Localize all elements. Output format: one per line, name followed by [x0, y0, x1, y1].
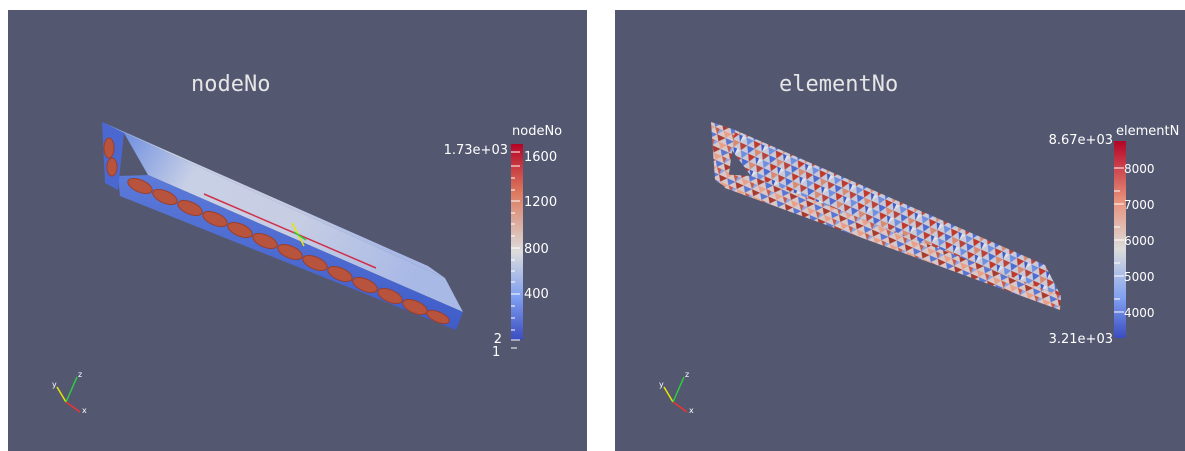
- colorbar-title: nodeNo: [512, 124, 563, 139]
- colorbar-tick-label: 1600: [524, 150, 558, 165]
- colorbar-range-max: 8.67e+03: [1048, 133, 1113, 148]
- mesh-top-face: [102, 122, 445, 278]
- render-view-elementno[interactable]: elementNo elementN 8.67e+03 8000 7000 60…: [615, 10, 1185, 451]
- mesh-visualization-elementno: [663, 122, 1061, 413]
- colorbar-tick-label: 7000: [1124, 198, 1155, 212]
- axis-label-y: y: [52, 380, 57, 389]
- colorbar-range-min: 3.21e+03: [1048, 332, 1113, 347]
- colorbar-tick-label: 6000: [1124, 234, 1155, 248]
- orientation-axes: [56, 376, 81, 413]
- mesh-top-face: [124, 133, 463, 312]
- colorbar-tick-label: 8000: [1124, 162, 1155, 176]
- colorbar-tick-label: 400: [524, 287, 549, 302]
- mesh-visualization-nodeno: [56, 122, 463, 413]
- render-view-nodeno[interactable]: nodeNo nodeNo 1.73e+03 1600 1200 800 40: [8, 10, 587, 451]
- axis-label-y: y: [659, 380, 664, 389]
- axis-label-x: x: [82, 406, 87, 415]
- node-cluster-chain: [127, 177, 450, 325]
- colorbar-bottom-label: 1: [492, 345, 501, 360]
- node-cluster-end: [103, 137, 118, 177]
- colorbar-range-min: 2: [493, 332, 502, 347]
- axis-label-z: z: [78, 370, 83, 379]
- axis-label-x: x: [689, 406, 694, 415]
- colorbar-range-max: 1.73e+03: [443, 143, 508, 158]
- colorbar: [511, 144, 523, 340]
- colorbar-title: elementN: [1116, 124, 1180, 139]
- view-title: elementNo: [779, 72, 899, 97]
- mesh-front-face: [719, 174, 1061, 310]
- center-axis-line: [203, 193, 377, 269]
- center-glyph: [293, 231, 307, 241]
- mesh-top-face: [711, 122, 1061, 296]
- axis-label-z: z: [685, 370, 690, 379]
- colorbar-tick-label: 4000: [1124, 306, 1155, 320]
- view-title: nodeNo: [191, 72, 271, 97]
- colorbar-tick-label: 5000: [1124, 270, 1155, 284]
- mesh-end-face: [711, 122, 735, 188]
- colorbar-tick-label: 800: [524, 242, 549, 257]
- orientation-axes: [663, 376, 688, 413]
- colorbar-tick-label: 1200: [524, 195, 558, 210]
